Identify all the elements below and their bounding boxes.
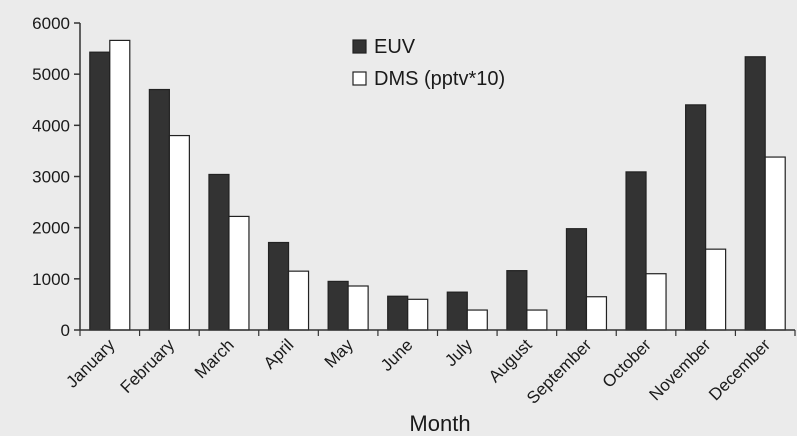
x-tick-label: February xyxy=(117,335,179,397)
legend-swatch xyxy=(352,39,367,54)
x-tick-label: December xyxy=(705,335,774,404)
y-tick-label: 2000 xyxy=(32,219,70,238)
bar-euv-march xyxy=(208,173,230,331)
y-axis: 0 1000 2000 3000 4000 5000 6000 xyxy=(32,14,81,340)
bar-dms-january xyxy=(109,39,131,331)
y-tick-label: 1000 xyxy=(32,270,70,289)
bar-dms-september xyxy=(585,296,608,331)
bar-euv-july xyxy=(446,291,468,331)
bar-dms-july xyxy=(466,309,488,331)
bar-euv-august xyxy=(506,270,528,331)
x-tick-label: March xyxy=(191,335,238,382)
x-tick-label: January xyxy=(62,335,119,392)
bar-dms-february xyxy=(168,134,190,331)
bar-dms-october xyxy=(645,273,667,331)
bar-euv-february xyxy=(148,88,170,331)
bar-euv-june xyxy=(387,295,409,331)
x-tick-label: August xyxy=(485,335,536,386)
bar-euv-september xyxy=(565,228,588,331)
bar-euv-october xyxy=(625,171,647,331)
y-tick-label: 5000 xyxy=(32,65,70,84)
x-tick-label: June xyxy=(377,335,417,375)
bar-dms-december xyxy=(764,156,786,331)
bar-dms-june xyxy=(407,298,429,331)
bar-dms-november xyxy=(705,248,727,331)
x-tick-label: November xyxy=(646,335,715,404)
y-tick-label: 3000 xyxy=(32,168,70,187)
x-tick-label: October xyxy=(599,335,655,391)
bar-euv-december xyxy=(744,56,766,331)
bar-dms-august xyxy=(526,309,548,331)
x-tick-label: July xyxy=(441,335,476,370)
legend-label: EUV xyxy=(374,36,416,58)
y-tick-label: 4000 xyxy=(32,116,70,135)
bar-dms-may xyxy=(347,285,369,331)
bar-dms-april xyxy=(287,270,310,331)
legend-swatch xyxy=(352,71,367,86)
legend-label: DMS (pptv*10) xyxy=(374,68,505,90)
legend: EUV DMS (pptv*10) xyxy=(352,36,505,90)
bar-euv-november xyxy=(685,104,707,331)
x-tick-label: September xyxy=(523,335,595,407)
y-tick-label: 6000 xyxy=(32,14,70,33)
x-axis-title: Month xyxy=(409,411,470,436)
x-tick-label: May xyxy=(321,335,357,371)
bar-euv-may xyxy=(327,280,349,331)
y-tick-label: 0 xyxy=(61,321,70,340)
x-tick-label: April xyxy=(260,335,297,372)
bar-dms-march xyxy=(228,215,250,331)
bar-euv-january xyxy=(89,51,111,331)
bar-euv-april xyxy=(267,241,290,331)
